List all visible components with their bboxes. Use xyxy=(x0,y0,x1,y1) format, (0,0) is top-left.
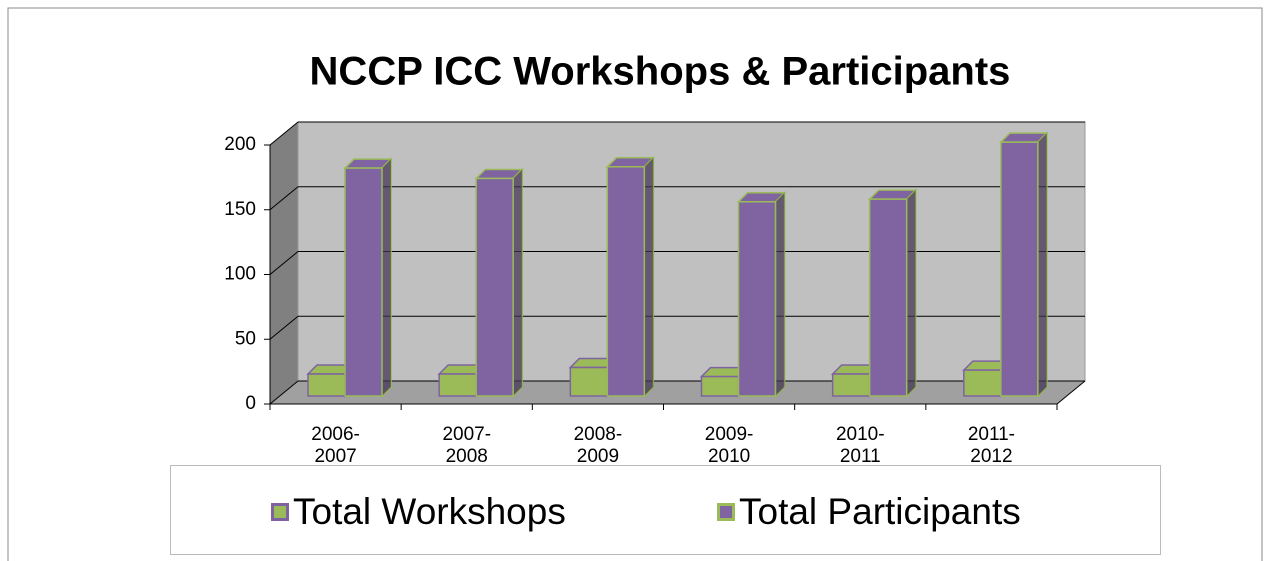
bar-side-shade xyxy=(1037,133,1047,396)
bar-side-shade xyxy=(513,169,523,396)
legend-swatch xyxy=(271,503,289,521)
y-tick-label: 150 xyxy=(224,199,256,220)
bar xyxy=(438,373,477,397)
bar xyxy=(606,166,646,397)
bar-side-shade xyxy=(382,159,391,396)
x-tick-label: 2010-2011 xyxy=(835,424,885,467)
legend: Total Workshops Total Participants xyxy=(170,465,1161,555)
grid-line xyxy=(269,315,299,340)
bar-side-shade xyxy=(775,192,785,396)
legend-label: Total Workshops xyxy=(293,491,566,532)
bar-side-shade xyxy=(644,157,654,396)
x-tick-label: 2011-2012 xyxy=(967,424,1015,467)
grid-line xyxy=(269,186,299,211)
bar xyxy=(737,201,777,397)
bar xyxy=(868,198,908,397)
bar xyxy=(963,369,1002,397)
grid-line xyxy=(269,380,299,405)
grid-line xyxy=(269,121,299,146)
bar xyxy=(344,167,383,397)
bar xyxy=(700,375,740,397)
x-tick-label: 2006-2007 xyxy=(311,424,360,467)
x-tick-label: 2007-2008 xyxy=(442,424,492,467)
floor xyxy=(270,381,1085,404)
bar xyxy=(831,373,871,397)
bar xyxy=(307,373,346,397)
legend-label: Total Participants xyxy=(739,491,1021,532)
x-tick-label: 2009-2010 xyxy=(704,424,754,467)
y-tick-label: 200 xyxy=(224,134,256,155)
x-axis-depth xyxy=(1056,380,1086,405)
bar xyxy=(475,177,514,397)
y-tick-label: 100 xyxy=(224,264,256,285)
y-tick-label: 50 xyxy=(235,328,256,349)
chart-title: NCCP ICC Workshops & Participants xyxy=(310,50,1011,94)
chart-frame xyxy=(7,7,1263,561)
y-tick-label: 0 xyxy=(245,393,256,414)
bar xyxy=(1000,141,1039,397)
legend-swatch xyxy=(717,503,735,521)
grid-line xyxy=(269,251,299,275)
x-tick-label: 2008-2009 xyxy=(573,424,623,467)
bar-side-shade xyxy=(906,190,916,396)
bar xyxy=(569,366,609,397)
